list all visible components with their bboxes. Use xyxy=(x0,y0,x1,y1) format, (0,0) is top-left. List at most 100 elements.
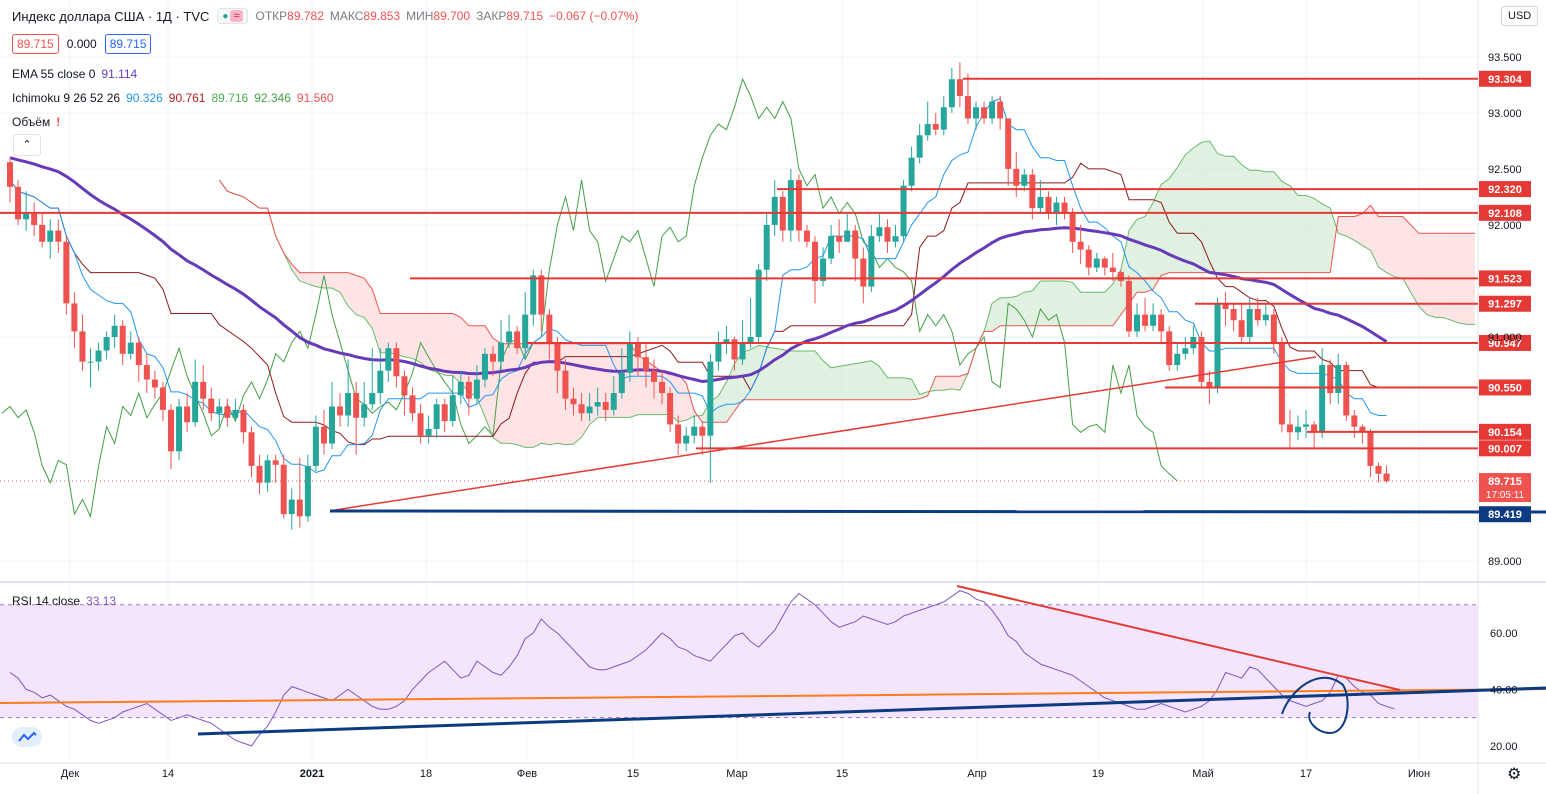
cloud-bullish-segment xyxy=(1225,156,1234,273)
buy-button[interactable]: 89.715 xyxy=(104,34,152,54)
candle xyxy=(1319,348,1326,438)
candle xyxy=(288,488,295,530)
candle xyxy=(320,409,327,455)
candle xyxy=(964,73,971,125)
candle xyxy=(642,342,649,388)
candle-body xyxy=(707,361,714,436)
candle-body xyxy=(602,402,609,410)
candle-body xyxy=(135,342,142,366)
candle-body xyxy=(31,213,38,225)
cloud-bearish-segment xyxy=(299,272,308,284)
candle xyxy=(522,292,529,360)
cloud-bullish-segment xyxy=(1137,216,1146,293)
cloud-bullish-segment xyxy=(1265,171,1274,273)
candle-body xyxy=(570,398,577,405)
candle xyxy=(860,247,867,304)
candle xyxy=(1327,359,1334,405)
candle-body xyxy=(812,241,818,281)
cloud-bearish-segment xyxy=(541,343,550,445)
candle-body xyxy=(401,376,408,396)
cloud-bearish-segment xyxy=(935,376,944,391)
compare-toggle[interactable]: ● ≈ xyxy=(217,8,248,24)
candle-body xyxy=(1101,258,1108,268)
candle-body xyxy=(578,404,585,414)
candle xyxy=(1174,342,1181,371)
volume-legend[interactable]: Объём! xyxy=(12,115,66,129)
candle-body xyxy=(828,236,835,259)
gear-icon[interactable]: ⚙ xyxy=(1507,766,1522,783)
candle xyxy=(55,219,62,253)
candle xyxy=(594,387,601,416)
candle-body xyxy=(562,370,569,399)
candle xyxy=(1182,337,1189,360)
candle xyxy=(119,320,126,366)
candle-body xyxy=(39,224,46,242)
candle-body xyxy=(1254,309,1261,321)
candle xyxy=(940,96,947,136)
candle xyxy=(514,325,521,354)
sell-button[interactable]: 89.715 xyxy=(12,34,59,54)
close-label: ЗАКР xyxy=(476,9,507,23)
currency-button[interactable]: USD xyxy=(1501,6,1539,26)
candle-body xyxy=(940,107,947,130)
cloud-bullish-segment xyxy=(798,351,807,400)
candle xyxy=(803,224,810,248)
candle-body xyxy=(634,342,641,358)
level-tag-bg xyxy=(1479,295,1531,312)
candle-body xyxy=(747,337,754,343)
candle xyxy=(1021,168,1028,192)
candle xyxy=(908,146,915,192)
level-tag-label: 92.108 xyxy=(1488,208,1522,220)
cloud-bullish-segment xyxy=(806,351,815,400)
candle-body xyxy=(1198,337,1205,382)
cloud-bullish-segment xyxy=(774,348,783,400)
candle xyxy=(667,387,674,433)
candle-body xyxy=(200,381,207,399)
cloud-bullish-segment xyxy=(911,379,920,400)
candle-body xyxy=(924,124,931,136)
candle xyxy=(1238,303,1245,343)
cloud-bullish-segment xyxy=(1201,140,1210,273)
candle-body xyxy=(71,303,78,332)
candle xyxy=(345,359,352,427)
spread-value: 0.000 xyxy=(66,37,97,51)
candle-body xyxy=(973,107,979,119)
ichimoku-legend[interactable]: Ichimoku 9 26 52 26 90.326 90.761 89.716 92.… xyxy=(12,91,340,105)
candle-body xyxy=(248,432,255,466)
cloud-bearish-segment xyxy=(525,343,534,448)
collapse-legend-button[interactable]: ⌃ xyxy=(13,134,41,156)
symbol-title[interactable]: Индекс доллара США · 1Д · TVC xyxy=(12,8,210,24)
candle xyxy=(1270,309,1277,354)
time-tick-label: Июн xyxy=(1408,768,1430,780)
candle xyxy=(1069,208,1076,253)
candle-body xyxy=(264,460,271,483)
countdown-label: 17:05:11 xyxy=(1486,490,1525,501)
tradingview-logo-icon[interactable] xyxy=(12,727,42,747)
candle-body xyxy=(506,331,513,343)
candle-body xyxy=(304,465,311,517)
cloud-bearish-segment xyxy=(1386,216,1395,277)
candle xyxy=(369,348,376,410)
cloud-bearish-segment xyxy=(1426,233,1435,318)
candle xyxy=(884,219,891,253)
candle xyxy=(449,376,456,427)
rsi-legend[interactable]: RSI 14 close 33.13 xyxy=(12,594,122,608)
cloud-bearish-segment xyxy=(428,313,437,373)
candle xyxy=(1093,252,1100,273)
candle xyxy=(715,331,722,371)
cloud-bullish-segment xyxy=(895,377,904,400)
cloud-bearish-segment xyxy=(1362,205,1371,251)
candle xyxy=(184,393,191,433)
cloud-bearish-segment xyxy=(943,376,952,391)
cloud-bullish-segment xyxy=(1112,269,1121,326)
candle xyxy=(377,348,384,405)
candle xyxy=(707,353,714,483)
candle-body xyxy=(860,258,867,287)
candle-body xyxy=(272,460,279,465)
ichimoku-kijun-line xyxy=(9,162,1387,446)
high-label: МАКС xyxy=(329,9,364,23)
candle-body xyxy=(1005,118,1012,169)
candle xyxy=(892,224,899,248)
ema-legend[interactable]: EMA 55 close 0 91.114 xyxy=(12,67,143,81)
